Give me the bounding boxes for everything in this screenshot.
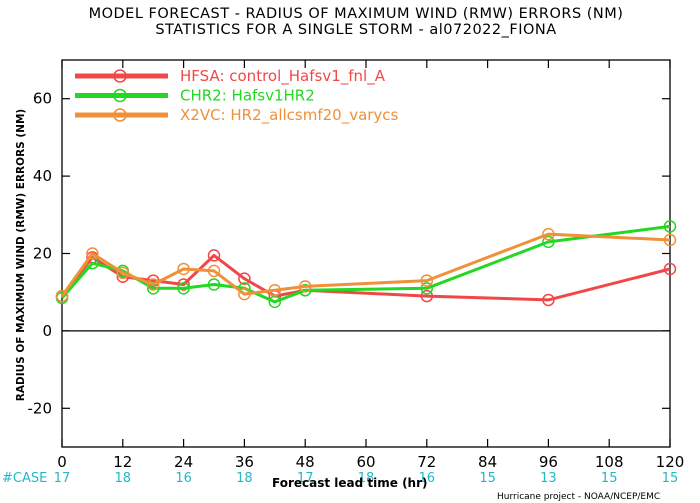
data-point bbox=[207, 264, 221, 278]
data-point bbox=[116, 266, 130, 280]
data-point bbox=[420, 289, 434, 303]
data-point bbox=[177, 282, 190, 295]
data-point bbox=[663, 233, 677, 247]
x-tick-label: 108 bbox=[595, 453, 624, 471]
data-point bbox=[663, 220, 677, 233]
legend-entry: HFSA: control_Hafsv1_fnl_A bbox=[75, 67, 386, 86]
chart-title: MODEL FORECAST - RADIUS OF MAXIMUM WIND … bbox=[89, 6, 624, 22]
data-point bbox=[420, 274, 434, 287]
case-count: 18 bbox=[358, 471, 375, 486]
case-count: 15 bbox=[601, 471, 618, 486]
case-count: 13 bbox=[540, 471, 557, 486]
x-tick-label: 72 bbox=[417, 453, 436, 471]
case-count: 17 bbox=[297, 471, 314, 486]
axis-ticks: 0 12 24 36 48 60 72 84 96 108 120 -20 0 20 40 60 bbox=[28, 60, 685, 471]
case-counts: #CASE 17 18 16 18 17 18 16 15 13 15 15 bbox=[2, 471, 678, 486]
data-point bbox=[298, 284, 312, 297]
x-tick-label: 96 bbox=[539, 453, 558, 471]
y-tick-label: 40 bbox=[33, 167, 52, 185]
x-tick-label: 12 bbox=[113, 453, 132, 471]
series-layer bbox=[55, 220, 677, 309]
legend-entry: CHR2: Hafsv1HR2 bbox=[75, 87, 315, 105]
credit-text: Hurricane project - NOAA/NCEP/EMC bbox=[497, 492, 660, 502]
data-point bbox=[238, 287, 251, 301]
x-tick-label: 60 bbox=[356, 453, 375, 471]
data-point bbox=[542, 227, 555, 241]
data-point bbox=[238, 272, 251, 285]
data-point bbox=[268, 284, 282, 297]
data-point bbox=[542, 293, 555, 307]
case-count: 17 bbox=[54, 471, 71, 486]
data-point bbox=[177, 262, 190, 276]
data-point bbox=[542, 235, 555, 249]
case-count: 16 bbox=[175, 471, 192, 486]
data-point bbox=[86, 247, 99, 260]
case-count: 18 bbox=[115, 471, 132, 486]
case-count: 15 bbox=[479, 471, 496, 486]
legend-swatch-marker bbox=[113, 88, 127, 103]
case-count: 15 bbox=[662, 471, 679, 486]
case-count: 16 bbox=[419, 471, 436, 486]
case-count: 18 bbox=[236, 471, 253, 486]
data-point bbox=[298, 280, 312, 293]
y-tick-label: -20 bbox=[28, 399, 53, 417]
legend-label: HFSA: control_Hafsv1_fnl_A bbox=[180, 67, 386, 86]
data-point bbox=[420, 282, 434, 295]
series-3 bbox=[55, 227, 677, 303]
x-tick-label: 120 bbox=[656, 453, 685, 471]
data-point bbox=[663, 262, 677, 276]
legend-label: X2VC: HR2_allcsmf20_varycs bbox=[180, 106, 399, 125]
y-tick-label: 60 bbox=[33, 90, 52, 108]
y-axis-label: RADIUS OF MAXIMUM WIND (RMW) ERRORS (NM) bbox=[15, 109, 27, 401]
y-tick-label: 0 bbox=[42, 322, 52, 340]
legend-entry: X2VC: HR2_allcsmf20_varycs bbox=[75, 106, 399, 125]
legend-label: CHR2: Hafsv1HR2 bbox=[180, 87, 315, 105]
x-tick-label: 24 bbox=[174, 453, 193, 471]
legend-swatch-marker bbox=[113, 69, 127, 83]
y-tick-label: 20 bbox=[33, 245, 52, 263]
legend-swatch-marker bbox=[113, 108, 127, 122]
data-point bbox=[207, 249, 221, 262]
x-tick-label: 36 bbox=[235, 453, 254, 471]
data-point bbox=[146, 278, 160, 291]
case-label: #CASE bbox=[2, 471, 47, 486]
data-point bbox=[207, 278, 221, 291]
x-axis-label: Forecast lead time (hr) bbox=[272, 476, 428, 490]
x-tick-label: 0 bbox=[57, 453, 67, 471]
data-point bbox=[55, 289, 69, 303]
data-point bbox=[177, 278, 190, 291]
x-tick-label: 48 bbox=[296, 453, 315, 471]
chart-subtitle: STATISTICS FOR A SINGLE STORM - al072022… bbox=[155, 22, 556, 38]
series-1 bbox=[55, 249, 677, 307]
x-tick-label: 84 bbox=[478, 453, 497, 471]
